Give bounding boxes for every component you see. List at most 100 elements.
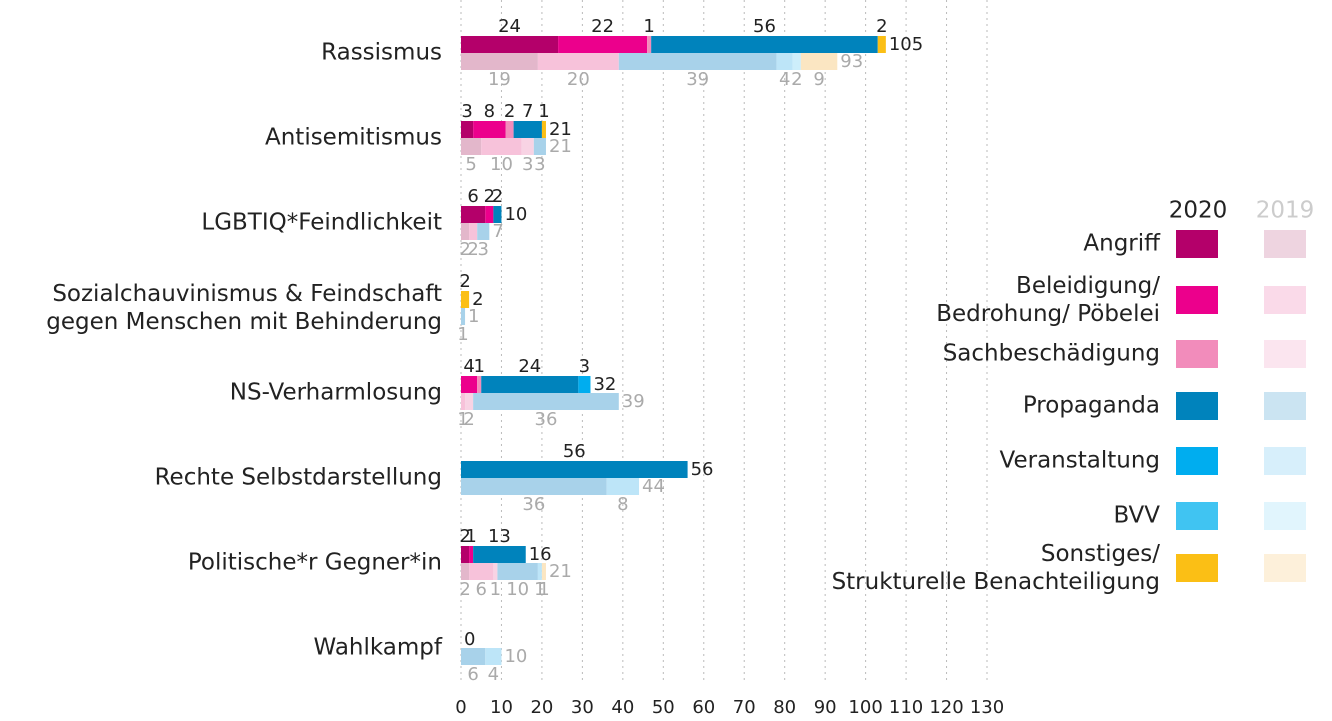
value-label: 2 <box>459 579 470 600</box>
x-tick-label: 30 <box>571 697 594 718</box>
bar-segment <box>461 376 478 393</box>
value-label: 4 <box>488 664 499 685</box>
value-label: 56 <box>563 441 586 462</box>
value-label: 2 <box>484 186 495 207</box>
legend-swatch <box>1176 392 1218 420</box>
legend-swatch-2019 <box>1264 554 1306 582</box>
bar-segment <box>461 121 474 138</box>
value-label: 2 <box>459 526 470 547</box>
category-label: NS-Verharmlosung <box>230 380 442 406</box>
bar-segment <box>461 206 486 223</box>
value-label: 7 <box>522 101 533 122</box>
x-tick-label: 110 <box>889 697 923 718</box>
value-label: 10 <box>506 579 529 600</box>
total-label: 32 <box>593 374 616 395</box>
bar-segment <box>541 121 546 138</box>
total-label: 105 <box>889 34 923 55</box>
category-label: Sozialchauvinismus & Feindschaft gegen Me… <box>46 281 442 335</box>
bar-segment <box>481 376 579 393</box>
legend-swatch-2019 <box>1264 502 1306 530</box>
x-tick-label: 130 <box>970 697 1004 718</box>
bar-segment <box>477 223 490 240</box>
total-label: 1 <box>468 306 479 327</box>
legend-swatch <box>1176 340 1218 368</box>
value-label: 2 <box>791 69 802 90</box>
bar-segment <box>461 223 470 240</box>
bar-segment <box>651 36 878 53</box>
value-label: 36 <box>535 409 558 430</box>
value-label: 1 <box>465 526 476 547</box>
legend-swatch <box>1176 447 1218 475</box>
bar-segment <box>469 563 494 580</box>
legend-label: BVV <box>1113 503 1160 529</box>
bar-segment <box>505 121 514 138</box>
legend-swatch <box>1176 230 1218 258</box>
bar-segment <box>606 478 640 495</box>
value-label: 2 <box>459 271 470 292</box>
bar-segment <box>792 53 801 70</box>
total-label: 21 <box>549 561 572 582</box>
value-label: 1 <box>473 356 484 377</box>
legend-year-2020: 2020 <box>1169 198 1228 224</box>
value-label: 3 <box>461 101 472 122</box>
value-label: 10 <box>490 154 513 175</box>
bar-segment <box>461 308 466 325</box>
legend-label: Veranstaltung <box>1000 448 1160 474</box>
value-label: 1 <box>490 579 501 600</box>
bar-segment <box>485 648 502 665</box>
value-label: 22 <box>591 16 614 37</box>
value-label: 2 <box>463 409 474 430</box>
bar-segment <box>537 563 542 580</box>
value-label: 3 <box>522 154 533 175</box>
total-label: 39 <box>622 391 645 412</box>
category-label: LGBTIQ*Feindlichkeit <box>201 210 442 236</box>
bar-segment <box>461 563 470 580</box>
bar-segment <box>776 53 793 70</box>
value-label: 2 <box>459 239 470 260</box>
x-tick-label: 50 <box>652 697 675 718</box>
bar-segment <box>558 36 648 53</box>
bar-segment <box>481 138 522 155</box>
value-label: 13 <box>488 526 511 547</box>
legend-swatch-2019 <box>1264 447 1306 475</box>
legend-label: Beleidigung/Bedrohung/ Pöbelei <box>936 273 1160 327</box>
bar-segment <box>541 563 546 580</box>
bar-segment <box>578 376 591 393</box>
bar-segment <box>461 291 470 308</box>
bar-segment <box>493 206 502 223</box>
legend-label: Angriff <box>1083 231 1161 257</box>
value-label: 6 <box>467 186 478 207</box>
bar-segment <box>461 648 486 665</box>
total-label: 16 <box>529 544 552 565</box>
total-label: 56 <box>691 459 714 480</box>
bar-segment <box>497 563 538 580</box>
category-label: Rassismus <box>321 40 442 66</box>
value-label: 3 <box>579 356 590 377</box>
legend-swatch <box>1176 502 1218 530</box>
value-label: 3 <box>478 239 489 260</box>
total-label: 7 <box>492 221 503 242</box>
value-label: 36 <box>522 494 545 515</box>
legend-label: Sonstiges/Strukturelle Benachteiligung <box>832 541 1161 595</box>
bar-segment <box>513 121 542 138</box>
bar-segment <box>533 138 546 155</box>
legend-year-2019: 2019 <box>1256 198 1315 224</box>
legend-swatch <box>1176 286 1218 314</box>
bar-segment <box>485 206 494 223</box>
x-tick-label: 90 <box>814 697 837 718</box>
bar-segment <box>647 36 652 53</box>
value-label: 8 <box>617 494 628 515</box>
x-tick-label: 40 <box>611 697 634 718</box>
value-label: 2 <box>504 101 515 122</box>
value-label: 56 <box>753 16 776 37</box>
bar-segment <box>473 546 526 563</box>
value-label: 20 <box>567 69 590 90</box>
bar-segment <box>877 36 886 53</box>
bar-segment <box>461 478 607 495</box>
bar-segment <box>465 393 474 410</box>
bar-segment <box>461 393 466 410</box>
total-label: 0 <box>464 629 475 650</box>
value-label: 39 <box>686 69 709 90</box>
value-label: 24 <box>498 16 521 37</box>
legend-swatch-2019 <box>1264 340 1306 368</box>
